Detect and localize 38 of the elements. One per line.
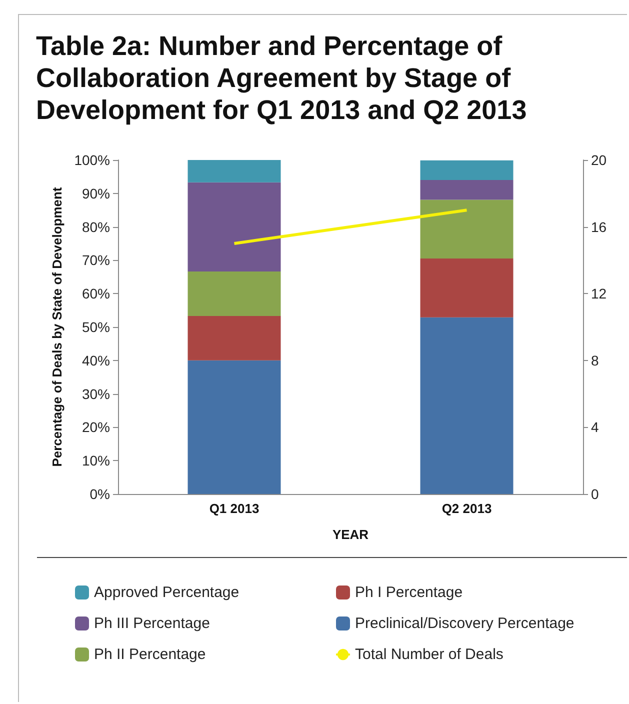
legend-label: Total Number of Deals xyxy=(355,646,504,663)
bar xyxy=(188,182,281,272)
bar xyxy=(188,316,281,360)
bar xyxy=(420,160,514,180)
bar xyxy=(188,272,281,316)
bar xyxy=(188,360,281,494)
y2-tick-label: 4 xyxy=(591,419,599,436)
y-tick-label: 90% xyxy=(82,185,110,202)
legend-label: Approved Percentage xyxy=(94,584,240,601)
y-tick-label: 10% xyxy=(82,452,110,469)
bar xyxy=(420,180,514,200)
bar xyxy=(420,258,514,318)
chart-title: Table 2a: Number and Percentage of Collaboration Agreement by Stage of Development for Q1 2013 and Q2 2013 xyxy=(36,30,528,126)
y2-tick-label: 0 xyxy=(591,486,599,502)
y2-tick-label: 20 xyxy=(591,152,607,168)
bar xyxy=(188,160,281,182)
y-tick-label: 60% xyxy=(82,286,110,302)
y-axis-title: Percentage of Deals by State of Development xyxy=(49,186,64,467)
y2-tick-label: 8 xyxy=(591,352,599,368)
bar xyxy=(420,317,514,494)
y-tick-label: 20% xyxy=(82,419,110,436)
x-axis-title: YEAR xyxy=(332,527,370,542)
y-tick-label: 100% xyxy=(74,152,110,168)
legend-label: Ph I Percentage xyxy=(355,584,463,601)
y-tick-label: 30% xyxy=(82,386,110,402)
bar xyxy=(420,200,514,259)
y-tick-label: 70% xyxy=(82,252,110,268)
y-tick-label: 40% xyxy=(82,352,110,368)
y-tick-label: 80% xyxy=(82,218,110,235)
y-tick-label: 0% xyxy=(90,486,110,502)
y-tick-label: 50% xyxy=(82,319,110,335)
x-tick-label: Q2 2013 xyxy=(442,501,492,516)
x-tick-label: Q1 2013 xyxy=(209,501,260,516)
legend-label: Ph II Percentage xyxy=(94,646,206,663)
legend-label: Preclinical/Discovery Percentage xyxy=(355,615,574,632)
legend-label: Ph III Percentage xyxy=(94,615,210,632)
y2-tick-label: 16 xyxy=(591,218,607,235)
y2-tick-label: 12 xyxy=(591,286,607,302)
